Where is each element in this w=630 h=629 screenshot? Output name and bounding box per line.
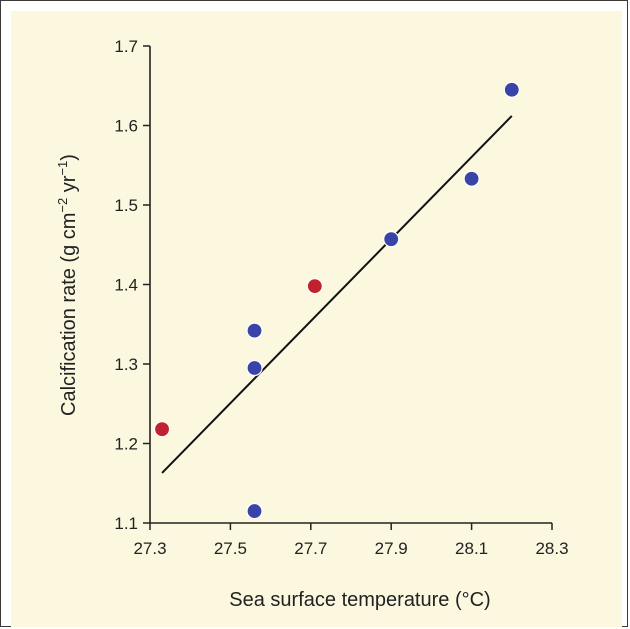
data-points	[153, 81, 520, 520]
x-tick-label: 27.3	[133, 539, 166, 558]
x-ticks: 27.3 27.5 27.7 27.9 28.1 28.3	[133, 523, 569, 558]
x-tick-label: 27.5	[214, 539, 247, 558]
y-tick-label: 1.3	[114, 355, 138, 374]
y-tick-label: 1.1	[114, 514, 138, 533]
data-point	[246, 502, 263, 520]
y-tick-label: 1.7	[114, 37, 138, 56]
data-point	[463, 170, 480, 187]
y-axis-title-main: Calcification rate (g cm	[58, 213, 80, 416]
data-point	[246, 322, 263, 339]
x-axis-title: Sea surface temperature (°C)	[229, 589, 490, 611]
y-axis-title-mid: yr	[58, 175, 80, 198]
x-tick-label: 27.9	[375, 539, 408, 558]
x-tick-label: 28.1	[455, 539, 488, 558]
x-tick-label: 27.7	[294, 539, 327, 558]
data-point	[153, 421, 171, 438]
data-point	[306, 277, 323, 295]
axes	[149, 46, 552, 524]
y-axis-title-exp1: −2	[55, 198, 70, 213]
chart-panel	[11, 11, 622, 627]
y-tick-label: 1.6	[114, 117, 138, 136]
y-tick-label: 1.2	[114, 435, 138, 454]
y-axis-title: Calcification rate (g cm−2 yr−1)	[55, 154, 80, 416]
data-point	[246, 359, 263, 377]
trend-line	[161, 115, 513, 474]
data-point	[383, 231, 400, 248]
y-axis-title-end: )	[58, 154, 80, 161]
y-tick-label: 1.5	[114, 196, 138, 215]
data-point	[503, 81, 520, 98]
x-tick-label: 28.3	[535, 539, 568, 558]
y-tick-label: 1.4	[114, 276, 138, 295]
y-axis-title-exp2: −1	[55, 161, 70, 176]
y-ticks: 1.1 1.2 1.3 1.4 1.5 1.6 1.7	[114, 37, 150, 533]
